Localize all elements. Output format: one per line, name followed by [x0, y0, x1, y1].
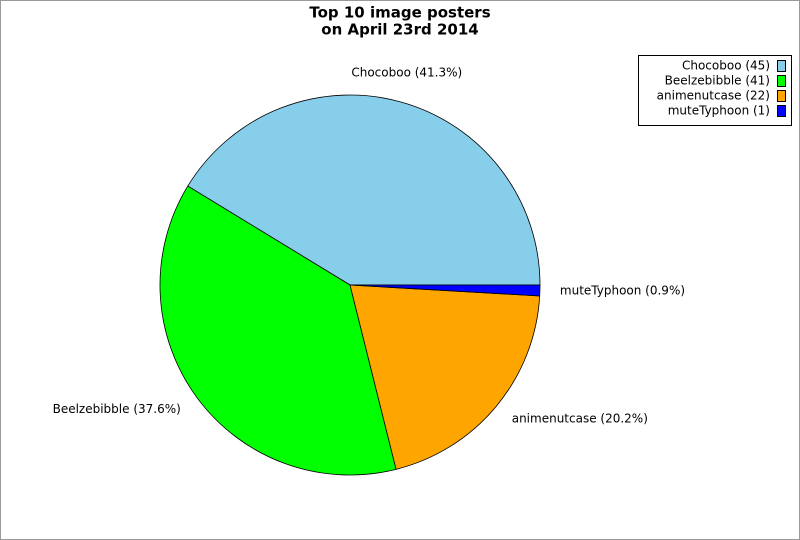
legend-label: Chocoboo (45) — [682, 59, 770, 73]
pie-slice — [349, 284, 541, 470]
slice-label: animenutcase (20.2%) — [512, 411, 648, 425]
legend-swatch — [777, 60, 786, 72]
legend-label: muteTyphoon (1) — [668, 104, 770, 118]
legend-label: animenutcase (22) — [657, 89, 770, 103]
chart-title: Top 10 image posters — [309, 4, 490, 22]
slice-label: Chocoboo (41.3%) — [351, 65, 462, 79]
slice-label: muteTyphoon (0.9%) — [560, 284, 685, 298]
legend-label: Beelzebibble (41) — [665, 74, 770, 88]
legend-swatch — [777, 75, 786, 87]
pie-slice — [349, 284, 541, 297]
chart-title: on April 23rd 2014 — [321, 21, 478, 39]
slice-label: Beelzebibble (37.6%) — [53, 402, 181, 416]
legend-box — [638, 55, 792, 126]
legend-swatch — [777, 90, 786, 102]
pie-slice — [159, 185, 397, 476]
pie-slice — [187, 94, 541, 286]
legend-swatch — [777, 105, 786, 117]
